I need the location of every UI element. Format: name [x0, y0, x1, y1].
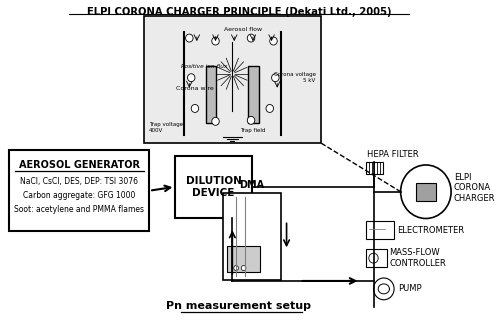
FancyBboxPatch shape [416, 183, 436, 201]
Text: HEPA FILTER: HEPA FILTER [367, 150, 418, 159]
FancyBboxPatch shape [248, 66, 258, 123]
Circle shape [234, 265, 238, 271]
Circle shape [188, 74, 195, 82]
FancyBboxPatch shape [366, 221, 394, 239]
Text: Trap field: Trap field [240, 128, 265, 133]
Text: Trap voltage
400V: Trap voltage 400V [149, 122, 184, 133]
FancyBboxPatch shape [206, 66, 216, 123]
Circle shape [374, 278, 394, 300]
Circle shape [241, 265, 246, 271]
Text: Positive ion flux: Positive ion flux [181, 64, 228, 69]
FancyBboxPatch shape [223, 193, 281, 280]
Text: Aerosol flow: Aerosol flow [224, 27, 262, 32]
Text: DILUTION
DEVICE: DILUTION DEVICE [186, 176, 242, 197]
Circle shape [212, 37, 220, 45]
Text: Corona voltage
5 kV: Corona voltage 5 kV [274, 72, 316, 82]
Text: ELECTROMETER: ELECTROMETER [397, 226, 464, 235]
Text: DMA: DMA [240, 180, 264, 190]
Circle shape [191, 105, 198, 112]
Circle shape [186, 34, 193, 42]
Text: PUMP: PUMP [398, 284, 421, 293]
FancyBboxPatch shape [176, 156, 252, 218]
Text: Soot: acetylene and PMMA flames: Soot: acetylene and PMMA flames [14, 204, 144, 213]
FancyBboxPatch shape [9, 150, 149, 231]
FancyBboxPatch shape [366, 162, 383, 174]
FancyBboxPatch shape [144, 16, 321, 143]
Circle shape [369, 253, 378, 263]
Circle shape [248, 117, 255, 124]
Text: NaCl, CsCl, DES, DEP: TSI 3076: NaCl, CsCl, DES, DEP: TSI 3076 [20, 177, 138, 186]
Text: ELPI
CORONA
CHARGER: ELPI CORONA CHARGER [454, 173, 496, 203]
Text: Corona wire: Corona wire [176, 86, 214, 91]
Circle shape [266, 105, 274, 112]
Circle shape [248, 34, 255, 42]
Circle shape [212, 117, 220, 125]
Text: ELPI CORONA CHARGER PRINCIPLE (Dekati Ltd., 2005): ELPI CORONA CHARGER PRINCIPLE (Dekati Lt… [86, 7, 391, 17]
Text: MASS-FLOW
CONTROLLER: MASS-FLOW CONTROLLER [390, 248, 446, 268]
Circle shape [270, 37, 277, 45]
FancyBboxPatch shape [366, 249, 386, 267]
Circle shape [400, 165, 451, 219]
Text: Pn measurement setup: Pn measurement setup [166, 301, 312, 311]
Text: Carbon aggregate: GFG 1000: Carbon aggregate: GFG 1000 [23, 191, 135, 200]
Text: AEROSOL GENERATOR: AEROSOL GENERATOR [18, 160, 140, 170]
Circle shape [272, 74, 279, 82]
FancyBboxPatch shape [226, 246, 260, 272]
